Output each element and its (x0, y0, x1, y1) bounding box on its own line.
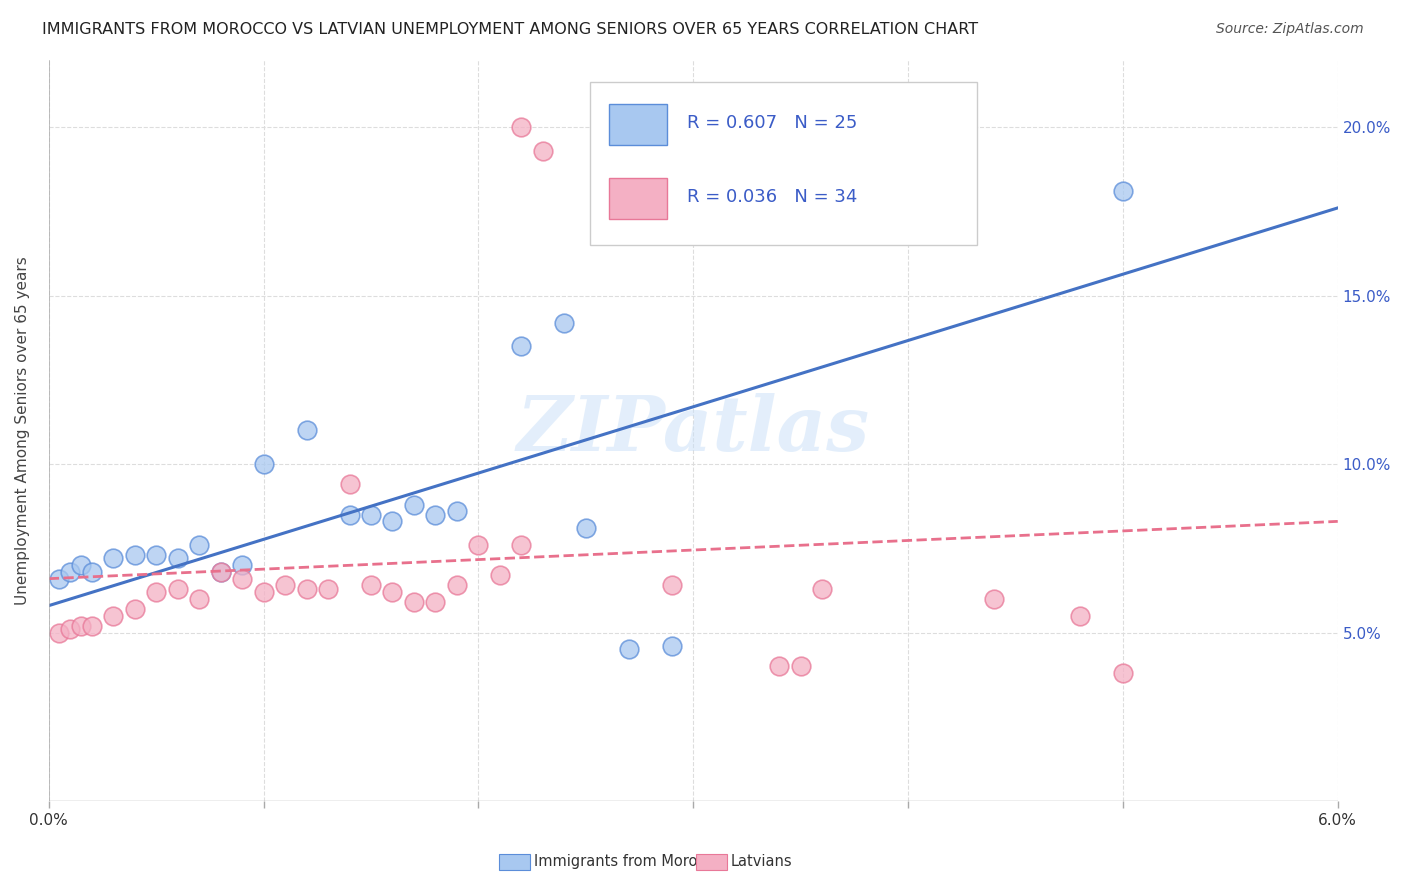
Point (80, 619, 103, 633)
Text: IMMIGRANTS FROM MOROCCO VS LATVIAN UNEMPLOYMENT AMONG SENIORS OVER 65 YEARS CORR: IMMIGRANTS FROM MOROCCO VS LATVIAN UNEMP… (42, 22, 979, 37)
Point (1069, 608, 1091, 623)
Point (339, 477, 361, 491)
Point (1112, 184, 1135, 198)
Text: ZIPatlas: ZIPatlas (516, 393, 870, 467)
Point (80, 565, 103, 579)
Point (124, 602, 146, 616)
Point (381, 585, 404, 599)
Point (59, 565, 82, 579)
Point (531, 144, 554, 158)
Point (166, 551, 188, 566)
Point (316, 582, 339, 596)
Point (402, 498, 425, 512)
Point (145, 585, 167, 599)
Point (274, 578, 297, 592)
Point (381, 514, 404, 528)
Point (811, 582, 834, 596)
Point (983, 591, 1005, 606)
Text: R = 0.036   N = 34: R = 0.036 N = 34 (686, 188, 858, 206)
FancyBboxPatch shape (609, 178, 668, 219)
Point (124, 548, 146, 562)
Point (339, 508, 361, 522)
Point (360, 508, 382, 522)
Point (188, 591, 211, 606)
Point (209, 565, 232, 579)
Point (70, 558, 93, 573)
Point (489, 568, 512, 582)
Point (48, 625, 70, 640)
Point (231, 572, 253, 586)
Point (446, 578, 468, 592)
Text: Source: ZipAtlas.com: Source: ZipAtlas.com (1216, 22, 1364, 37)
Point (360, 578, 382, 592)
Point (617, 642, 640, 657)
Text: Immigrants from Morocco: Immigrants from Morocco (534, 855, 723, 869)
Point (575, 521, 598, 535)
Point (295, 423, 318, 437)
Point (789, 659, 811, 673)
Point (768, 659, 790, 673)
Point (252, 585, 274, 599)
Point (70, 619, 93, 633)
Point (295, 582, 318, 596)
Point (252, 457, 274, 471)
Point (48, 572, 70, 586)
Point (467, 538, 489, 552)
Point (1112, 666, 1135, 681)
Point (103, 551, 125, 566)
Text: Latvians: Latvians (731, 855, 793, 869)
Point (59, 622, 82, 636)
Point (103, 608, 125, 623)
Point (402, 595, 425, 609)
Point (145, 548, 167, 562)
Point (510, 538, 533, 552)
Point (166, 582, 188, 596)
Point (553, 316, 575, 330)
Point (188, 538, 211, 552)
Point (661, 578, 683, 592)
Point (446, 504, 468, 518)
Point (425, 595, 447, 609)
FancyBboxPatch shape (609, 104, 668, 145)
FancyBboxPatch shape (591, 82, 977, 245)
Y-axis label: Unemployment Among Seniors over 65 years: Unemployment Among Seniors over 65 years (15, 256, 30, 605)
Text: R = 0.607   N = 25: R = 0.607 N = 25 (686, 113, 858, 132)
Point (231, 558, 253, 573)
Point (661, 639, 683, 653)
Point (510, 339, 533, 353)
Point (209, 565, 232, 579)
Point (596, 194, 619, 209)
Point (510, 120, 533, 134)
Point (425, 508, 447, 522)
